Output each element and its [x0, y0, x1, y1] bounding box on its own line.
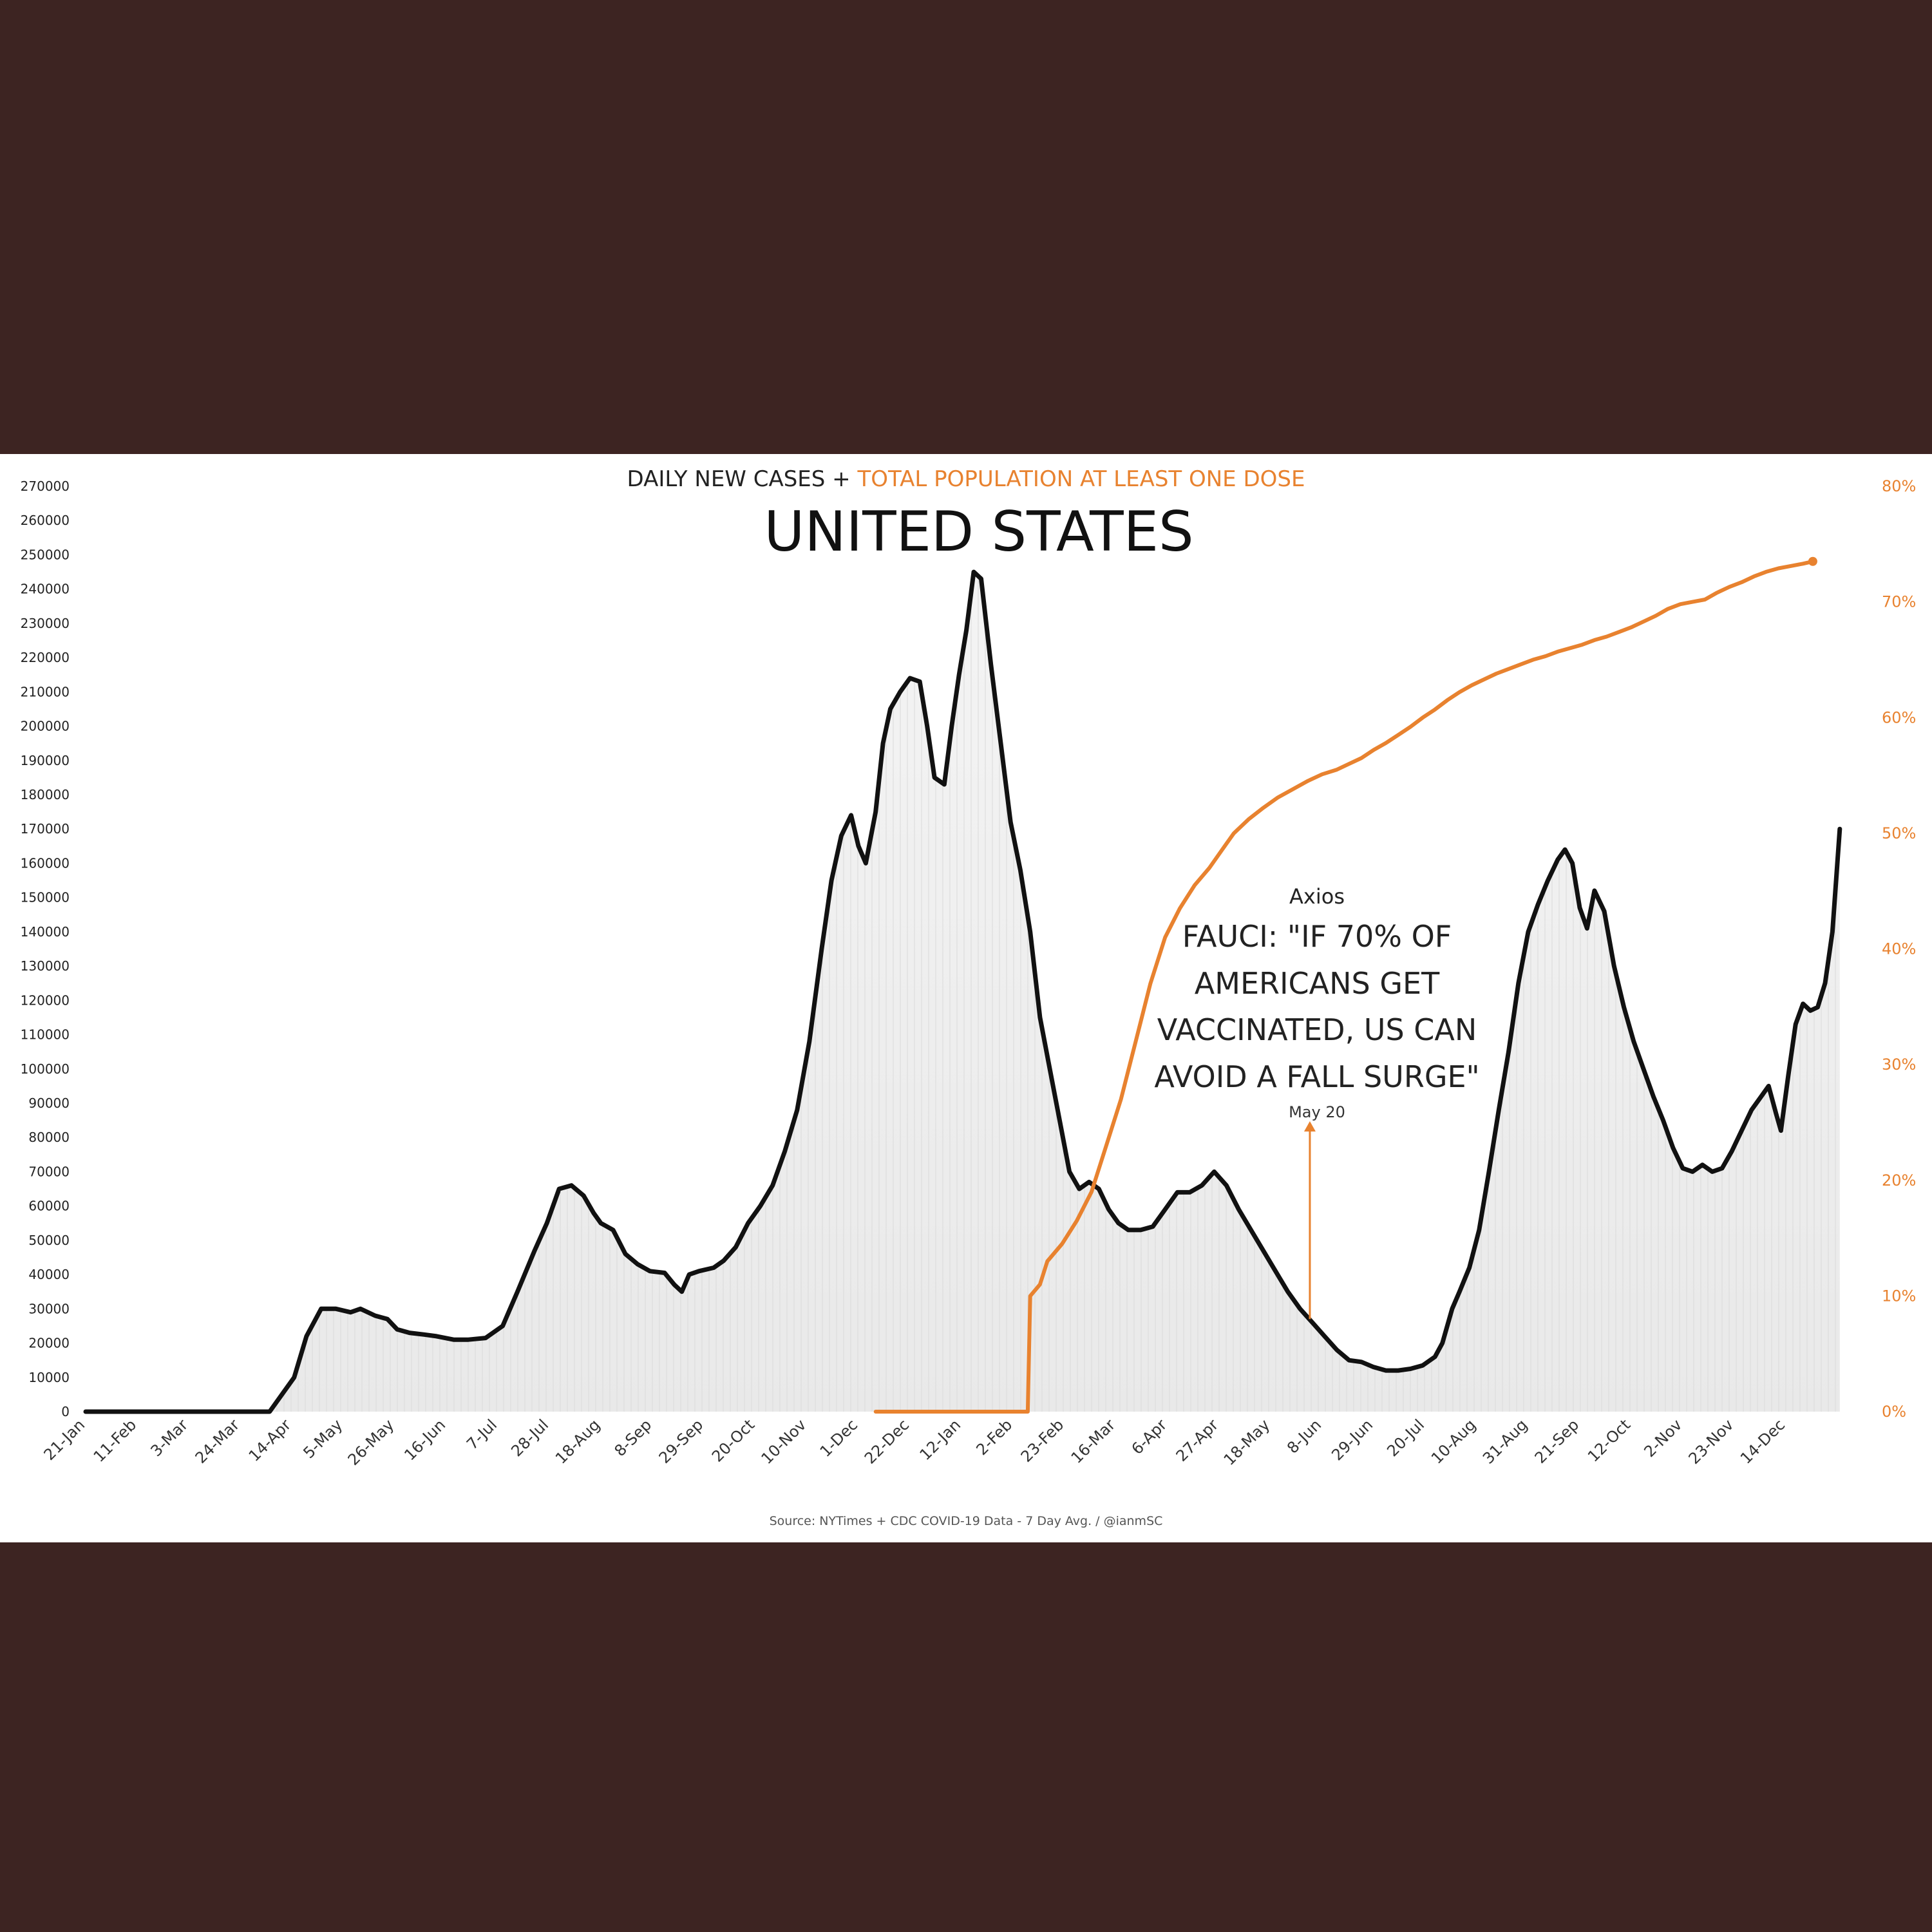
x-tick-label: 12-Oct [1584, 1416, 1634, 1465]
x-tick-label: 2-Feb [972, 1416, 1016, 1459]
x-tick-label: 23-Feb [1018, 1416, 1068, 1466]
y-left-tick-label: 0 [61, 1404, 70, 1419]
x-tick-label: 24-Mar [192, 1416, 243, 1467]
y-left-tick-label: 220000 [21, 650, 70, 665]
dose-line [873, 559, 1815, 1414]
annotation-source: Axios [1289, 884, 1345, 909]
y-left-tick-label: 150000 [21, 890, 70, 905]
x-tick-label: 14-Dec [1737, 1416, 1788, 1467]
x-tick-label: 29-Sep [656, 1416, 707, 1467]
x-tick-label: 11-Feb [90, 1416, 140, 1466]
y-left-tick-label: 260000 [21, 513, 70, 528]
y-left-tick-label: 170000 [21, 821, 70, 837]
y-left-tick-label: 230000 [21, 616, 70, 631]
x-tick-label: 2-Nov [1640, 1416, 1685, 1461]
chart-panel: 0 10000 20000 30000 40000 50000 60000 70000 8000… [0, 454, 1932, 1542]
x-tick-label: 18-May [1220, 1416, 1274, 1469]
annotation: Axios FAUCI: "IF 70% OF AMERICANS GET VA… [1154, 884, 1480, 1320]
x-tick-label: 23-Nov [1685, 1416, 1738, 1468]
x-axis: 21-Jan 11-Feb 3-Mar 24-Mar 14-Apr 5-May26-May… [41, 1416, 1789, 1469]
x-tick-label: 10-Nov [758, 1416, 810, 1468]
y-left-tick-label: 130000 [21, 958, 70, 974]
x-tick-label: 29-Jun [1328, 1416, 1376, 1464]
x-tick-label: 8-Sep [611, 1416, 656, 1460]
y-right-tick-label: 60% [1882, 708, 1916, 726]
y-left-tick-label: 50000 [28, 1233, 70, 1248]
x-tick-label: 20-Oct [708, 1416, 758, 1465]
x-tick-label: 26-May [345, 1416, 398, 1469]
x-tick-label: 6-Apr [1128, 1416, 1171, 1458]
annotation-date: May 20 [1289, 1103, 1345, 1121]
dose-line-endpoint [1808, 556, 1817, 566]
annotation-line-4: AVOID A FALL SURGE" [1154, 1059, 1479, 1094]
y-left-tick-label: 270000 [21, 478, 70, 494]
chart-subtitle: DAILY NEW CASES + TOTAL POPULATION AT LE… [627, 466, 1305, 492]
y-axis-left: 0 10000 20000 30000 40000 50000 60000 70000 8000… [21, 478, 70, 1419]
y-right-tick-label: 80% [1882, 477, 1916, 495]
y-right-tick-label: 20% [1882, 1171, 1916, 1189]
chart-title: UNITED STATES [764, 500, 1193, 564]
y-left-tick-label: 160000 [21, 855, 70, 871]
y-left-tick-label: 20000 [28, 1336, 70, 1351]
y-left-tick-label: 250000 [21, 547, 70, 562]
subtitle-cases: DAILY NEW CASES + [627, 466, 858, 492]
cases-line [83, 569, 1842, 1414]
x-tick-label: 31-Aug [1479, 1416, 1531, 1467]
x-tick-label: 18-Aug [552, 1416, 603, 1467]
y-left-tick-label: 70000 [28, 1164, 70, 1179]
subtitle-dose: TOTAL POPULATION AT LEAST ONE DOSE [857, 466, 1305, 492]
y-left-tick-label: 120000 [21, 992, 70, 1008]
y-left-tick-label: 90000 [28, 1095, 70, 1111]
cases-area [86, 572, 1840, 1412]
y-left-tick-label: 80000 [28, 1130, 70, 1145]
x-tick-label: 14-Apr [245, 1416, 295, 1465]
y-left-tick-label: 110000 [21, 1027, 70, 1043]
y-left-tick-label: 100000 [21, 1061, 70, 1077]
y-right-tick-label: 30% [1882, 1056, 1916, 1074]
y-left-tick-label: 180000 [21, 787, 70, 802]
y-left-tick-label: 60000 [28, 1198, 70, 1214]
x-tick-label: 22-Dec [861, 1416, 913, 1467]
x-tick-label: 21-Jan [41, 1416, 89, 1464]
y-right-tick-label: 70% [1882, 593, 1916, 611]
annotation-line-1: FAUCI: "IF 70% OF [1182, 919, 1452, 954]
source-note: Source: NYTimes + CDC COVID-19 Data - 7 … [770, 1514, 1163, 1528]
cases-area-layer [86, 572, 1840, 1412]
y-right-tick-label: 50% [1882, 824, 1916, 842]
annotation-arrowhead [1303, 1121, 1316, 1132]
series-layer [83, 556, 1842, 1414]
x-tick-label: 5-May [299, 1416, 346, 1462]
annotation-line-2: AMERICANS GET [1195, 966, 1440, 1001]
y-right-tick-label: 10% [1882, 1287, 1916, 1305]
y-axis-right: 0% 10% 20% 30% 40% 50% 60% 70% 80% [1882, 477, 1916, 1421]
x-tick-label: 28-Jul [507, 1416, 552, 1460]
x-tick-label: 16-Mar [1068, 1416, 1119, 1467]
x-tick-label: 20-Jul [1383, 1416, 1428, 1460]
x-tick-label: 27-Apr [1173, 1416, 1222, 1465]
y-left-tick-label: 30000 [28, 1301, 70, 1316]
y-left-tick-label: 190000 [21, 753, 70, 768]
y-right-tick-label: 0% [1882, 1403, 1906, 1421]
y-right-tick-label: 40% [1882, 940, 1916, 958]
x-tick-label: 1-Dec [817, 1416, 862, 1461]
annotation-line-3: VACCINATED, US CAN [1157, 1012, 1477, 1047]
chart: 0 10000 20000 30000 40000 50000 60000 70000 8000… [21, 466, 1917, 1528]
y-left-tick-label: 240000 [21, 582, 70, 597]
x-tick-label: 21-Sep [1531, 1416, 1583, 1467]
x-tick-label: 8-Jun [1283, 1416, 1325, 1457]
x-tick-label: 7-Jul [463, 1416, 500, 1453]
y-left-tick-label: 10000 [28, 1370, 70, 1385]
x-tick-label: 16-Jun [401, 1416, 449, 1464]
y-left-tick-label: 200000 [21, 719, 70, 734]
x-tick-label: 10-Aug [1428, 1416, 1479, 1467]
y-left-tick-label: 210000 [21, 684, 70, 699]
x-tick-label: 3-Mar [147, 1416, 191, 1460]
y-left-tick-label: 140000 [21, 924, 70, 940]
x-tick-label: 12-Jan [916, 1416, 965, 1464]
y-left-tick-label: 40000 [28, 1267, 70, 1282]
